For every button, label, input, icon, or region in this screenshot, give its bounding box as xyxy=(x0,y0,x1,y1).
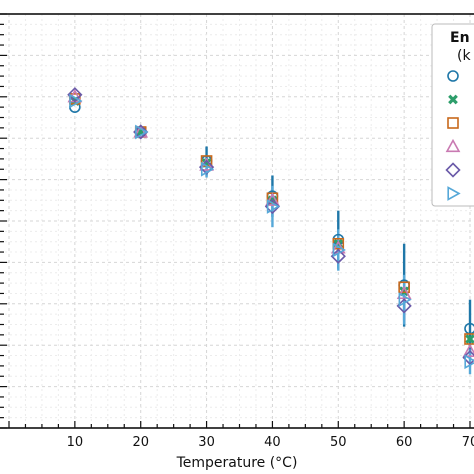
data-point-triangle-up xyxy=(445,138,461,153)
data-point-square xyxy=(398,281,410,294)
data-point-triangle-right xyxy=(447,186,461,201)
x-tick-label: 70 xyxy=(462,435,474,450)
x-tick-label: 10 xyxy=(67,435,84,450)
data-point-x xyxy=(465,334,474,344)
data-point-x xyxy=(399,286,410,297)
data-point-triangle-right xyxy=(398,292,412,308)
data-point-triangle-right xyxy=(135,124,149,140)
legend-box xyxy=(431,23,474,207)
x-tick-label: 40 xyxy=(264,435,281,450)
legend: En (k xyxy=(431,23,474,207)
x-stroke xyxy=(399,286,410,297)
data-point-triangle-up xyxy=(133,124,149,138)
data-point-triangle-right xyxy=(266,199,281,214)
data-point-triangle-up xyxy=(265,192,280,206)
plot-frame xyxy=(0,13,474,429)
legend-subtitle: (k xyxy=(457,48,471,64)
x-tick-label: 60 xyxy=(396,435,413,450)
legend-markers xyxy=(445,70,461,201)
data-point-diamond xyxy=(67,87,83,103)
axis-ticks xyxy=(0,13,471,429)
x-tick-label: 30 xyxy=(198,435,215,450)
x-stroke xyxy=(465,334,474,344)
x-tick-label: 50 xyxy=(330,435,347,450)
data-point-triangle-right xyxy=(200,161,215,177)
data-markers xyxy=(67,87,474,370)
data-point-triangle-up xyxy=(462,343,474,358)
x-axis-label: Temperature (°C) xyxy=(176,455,298,471)
grid xyxy=(0,13,474,429)
x-tick-label: 20 xyxy=(132,435,149,450)
data-point-x xyxy=(448,94,458,105)
data-point-diamond xyxy=(445,162,461,178)
x-tick-labels: 10 20 30 40 50 60 70 xyxy=(67,435,474,450)
data-point-triangle-right xyxy=(332,242,346,258)
legend-title: En xyxy=(450,30,470,46)
data-point-triangle-right xyxy=(69,93,83,109)
data-point-triangle-right xyxy=(464,354,474,370)
data-point-circle xyxy=(447,70,459,82)
x-stroke xyxy=(448,94,458,105)
data-point-square xyxy=(447,117,459,129)
